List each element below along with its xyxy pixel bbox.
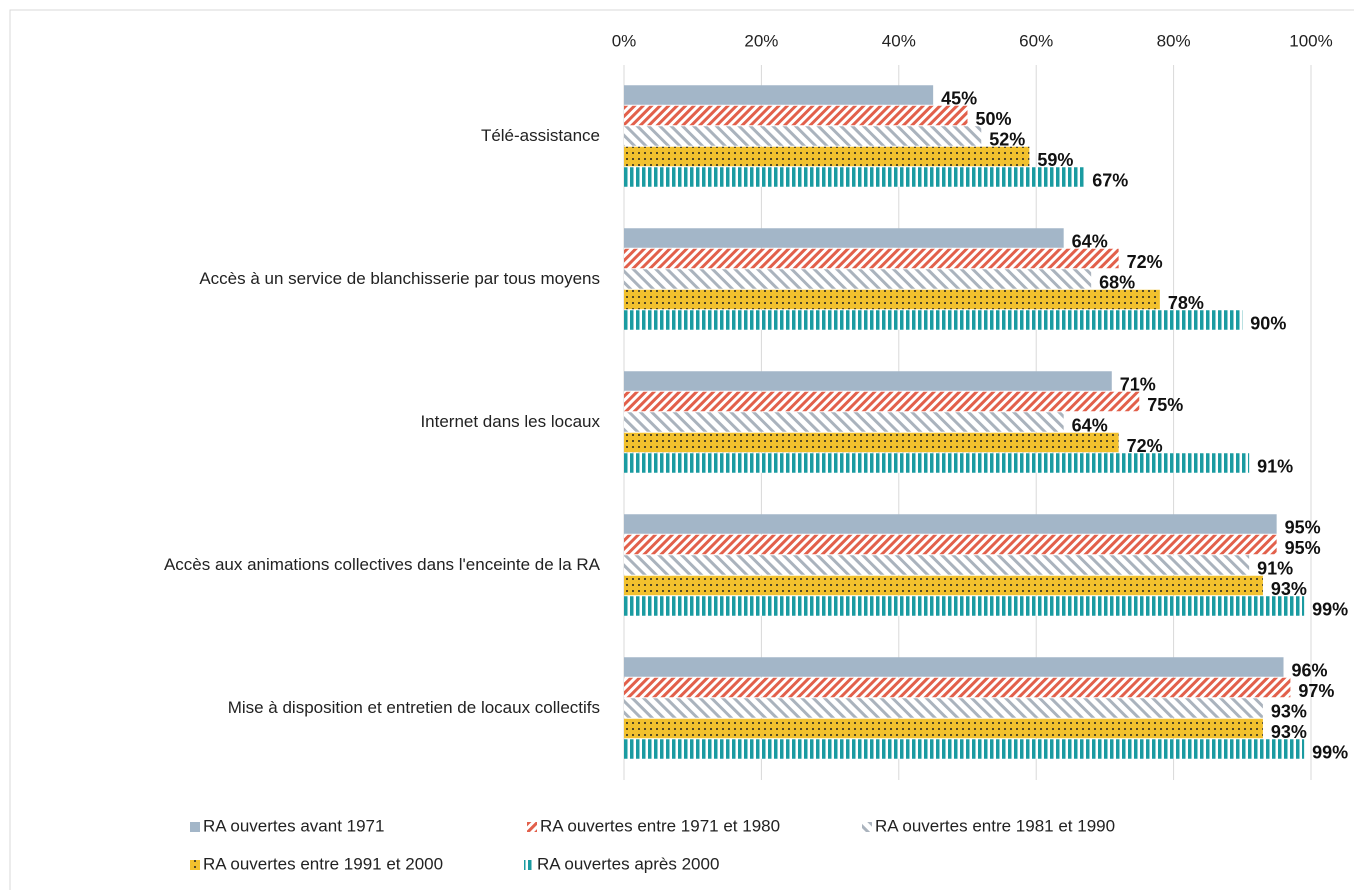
legend-swatch xyxy=(524,860,534,870)
value-label: 99% xyxy=(1312,742,1348,762)
value-label: 67% xyxy=(1092,170,1128,190)
bar xyxy=(624,412,1064,432)
bar xyxy=(624,453,1250,473)
bar xyxy=(624,248,1119,269)
category-label: Accès aux animations collectives dans l'… xyxy=(164,555,601,574)
legend-swatch xyxy=(527,822,537,832)
bar xyxy=(624,596,1305,616)
value-label: 91% xyxy=(1257,456,1293,476)
bar xyxy=(624,739,1305,759)
bar xyxy=(624,371,1112,391)
bar xyxy=(624,432,1119,453)
value-label: 91% xyxy=(1257,558,1293,578)
value-label: 72% xyxy=(1127,436,1163,456)
value-label: 75% xyxy=(1147,395,1183,415)
bar xyxy=(624,310,1243,330)
legend-label: RA ouvertes entre 1981 et 1990 xyxy=(875,816,1115,835)
bar xyxy=(624,228,1064,248)
category-label: Internet dans les locaux xyxy=(420,412,600,431)
value-label: 71% xyxy=(1120,374,1156,394)
bar xyxy=(624,391,1140,412)
bar xyxy=(624,698,1263,718)
value-label: 78% xyxy=(1168,293,1204,313)
category-label: Télé-assistance xyxy=(481,126,600,145)
value-label: 68% xyxy=(1099,272,1135,292)
bar xyxy=(624,85,934,105)
x-tick-label: 80% xyxy=(1157,31,1191,50)
x-tick-label: 0% xyxy=(612,31,637,50)
bar xyxy=(624,289,1160,310)
bar xyxy=(624,105,968,126)
bar xyxy=(624,718,1263,739)
bar xyxy=(624,167,1085,187)
value-label: 59% xyxy=(1037,150,1073,170)
legend-label: RA ouvertes après 2000 xyxy=(537,854,719,873)
legend-swatch xyxy=(190,860,200,870)
value-label: 64% xyxy=(1072,415,1108,435)
value-label: 93% xyxy=(1271,722,1307,742)
legend-label: RA ouvertes avant 1971 xyxy=(203,816,384,835)
legend-label: RA ouvertes entre 1971 et 1980 xyxy=(540,816,780,835)
x-tick-label: 100% xyxy=(1289,31,1332,50)
value-label: 50% xyxy=(976,109,1012,129)
bar xyxy=(624,555,1250,575)
value-label: 95% xyxy=(1285,517,1321,537)
value-label: 99% xyxy=(1312,599,1348,619)
value-label: 90% xyxy=(1250,313,1286,333)
value-label: 95% xyxy=(1285,538,1321,558)
chart-border xyxy=(9,9,1354,890)
value-label: 96% xyxy=(1292,660,1328,680)
bar xyxy=(624,126,982,146)
bar xyxy=(624,514,1277,534)
value-label: 93% xyxy=(1271,579,1307,599)
bar xyxy=(624,146,1030,167)
category-label: Accès à un service de blanchisserie par … xyxy=(199,269,600,288)
value-label: 52% xyxy=(989,129,1025,149)
x-tick-label: 40% xyxy=(882,31,916,50)
legend-label: RA ouvertes entre 1991 et 2000 xyxy=(203,854,443,873)
bar xyxy=(624,657,1284,677)
value-label: 45% xyxy=(941,88,977,108)
bar xyxy=(624,534,1277,555)
bar xyxy=(624,269,1092,289)
value-label: 72% xyxy=(1127,252,1163,272)
value-label: 64% xyxy=(1072,231,1108,251)
value-label: 97% xyxy=(1298,681,1334,701)
bar xyxy=(624,575,1263,596)
bar xyxy=(624,677,1291,698)
category-label: Mise à disposition et entretien de locau… xyxy=(228,698,600,717)
legend-swatch xyxy=(862,822,872,832)
value-label: 93% xyxy=(1271,701,1307,721)
legend-swatch xyxy=(190,822,200,832)
x-tick-label: 60% xyxy=(1019,31,1053,50)
x-tick-label: 20% xyxy=(744,31,778,50)
